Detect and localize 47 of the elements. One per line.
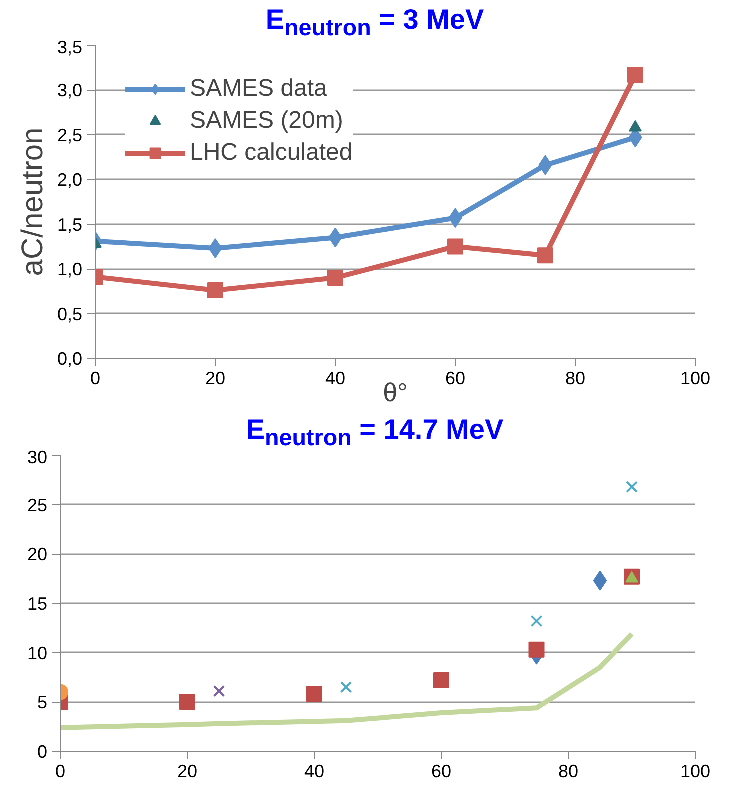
x-axis-title: θ° (383, 378, 408, 408)
chart-title: E$_{neutron}$ = 14.7 MeV (245, 413, 505, 453)
x-tick-label: 100 (680, 762, 711, 782)
legend-label: SAMES (20m) (190, 107, 344, 135)
y-tick-label: 5 (37, 692, 48, 713)
x-tick-label: 0 (90, 368, 101, 388)
y-tick-label: 2,0 (57, 170, 83, 190)
point (328, 270, 344, 286)
point (306, 686, 322, 702)
x-tick-label: 80 (565, 368, 586, 388)
point (593, 570, 608, 591)
y-tick-label: 10 (27, 643, 48, 664)
y-tick-label: 3,0 (57, 80, 83, 101)
point (528, 642, 545, 658)
point (628, 67, 644, 84)
y-tick-label: 0,5 (57, 304, 83, 324)
y-axis-title: aC/neutron (16, 128, 50, 276)
y-tick-label: 1,0 (57, 260, 83, 280)
point (448, 238, 464, 255)
y-tick-label: 1,5 (57, 214, 83, 235)
x-tick-label: 100 (680, 368, 711, 388)
y-tick-label: 3,5 (57, 38, 83, 58)
point (213, 685, 226, 698)
legend-label: LHC calculated (190, 139, 353, 167)
y-tick-label: 0,0 (57, 349, 83, 369)
y-tick-label: 0 (37, 742, 48, 762)
x-tick-label: 60 (445, 368, 466, 388)
x-tick-label: 60 (431, 762, 452, 782)
point (180, 694, 196, 710)
point (434, 672, 450, 688)
legend-label: SAMES data (190, 75, 328, 103)
y-tick-label: 25 (27, 495, 48, 516)
x-tick-label: 20 (205, 368, 226, 388)
y-tick-label: 2,5 (57, 125, 83, 146)
point (538, 248, 554, 264)
x-tick-label: 80 (558, 762, 579, 782)
point (208, 282, 224, 299)
point (340, 681, 352, 694)
y-tick-label: 15 (27, 594, 48, 614)
x-tick-label: 40 (304, 762, 325, 782)
y-tick-label: 30 (27, 448, 48, 468)
point (530, 615, 543, 628)
x-tick-label: 20 (177, 762, 198, 782)
y-tick-label: 20 (27, 544, 48, 565)
point (626, 481, 638, 494)
x-tick-label: 40 (325, 368, 346, 388)
chart-title: E$_{neutron}$ = 3 MeV (264, 3, 486, 43)
